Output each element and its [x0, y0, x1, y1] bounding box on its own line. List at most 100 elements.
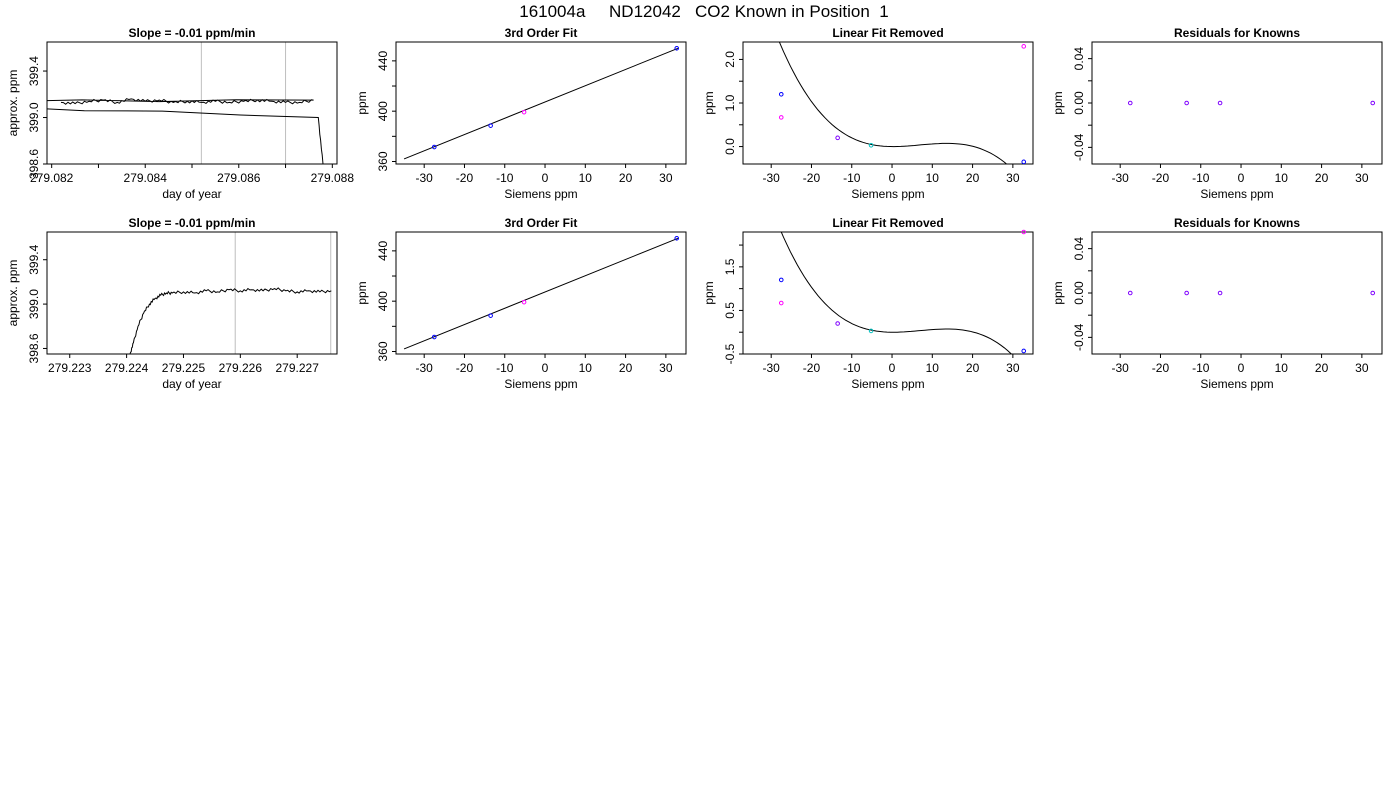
chart-panel-6: 3rd Order Fit -30 -20 -10 0 10 20 30 360 400 440 Si…	[355, 216, 687, 391]
data-point	[1021, 229, 1027, 235]
x-tick-label: 0	[1238, 171, 1245, 185]
data-point	[868, 142, 874, 148]
x-tick-label: -20	[803, 361, 821, 375]
figure-title: 161004a ND12042 CO2 Known in Position 1	[519, 2, 889, 21]
x-tick-label: 279.227	[276, 361, 320, 375]
data-point	[778, 115, 784, 120]
y-axis-label: ppm	[702, 91, 716, 114]
data-point	[1184, 100, 1189, 106]
x-tick-label: -10	[1192, 171, 1210, 185]
plot-area	[129, 287, 332, 354]
y-tick-label: 0.5	[723, 302, 737, 319]
x-axis-label: Siemens ppm	[1200, 187, 1273, 201]
y-tick-label: 398.6	[27, 333, 41, 363]
y-tick-label: 0.0	[723, 138, 737, 155]
data-point	[778, 277, 784, 283]
y-axis-label: ppm	[355, 281, 369, 304]
x-tick-label: 0	[889, 361, 896, 375]
x-tick-label: 279.088	[311, 171, 355, 185]
time-series-line	[47, 98, 324, 164]
y-tick-label: 399.4	[27, 56, 41, 86]
data-point	[674, 45, 680, 51]
data-point	[835, 135, 840, 141]
fit-line	[403, 47, 679, 160]
y-tick-label: 399.0	[27, 289, 41, 319]
x-tick-label: 30	[659, 361, 673, 375]
x-tick-label: -20	[1152, 171, 1170, 185]
panel-title: 3rd Order Fit	[505, 26, 578, 40]
y-tick-label: 2.0	[723, 51, 737, 68]
panel-title: Residuals for Knowns	[1174, 26, 1300, 40]
cubic-fit-curve	[780, 232, 1013, 354]
y-tick-label: 0.00	[1072, 281, 1086, 305]
data-point	[431, 334, 437, 340]
x-tick-label: 279.223	[48, 361, 92, 375]
x-tick-label: 30	[1355, 361, 1369, 375]
time-series-line	[129, 287, 332, 354]
x-tick-label: 10	[926, 171, 940, 185]
y-axis-label: approx. ppm	[6, 70, 20, 137]
y-tick-label: 399.4	[27, 244, 41, 274]
x-tick-label: 20	[619, 171, 633, 185]
x-tick-label: -30	[416, 361, 434, 375]
x-tick-label: -30	[416, 171, 434, 185]
data-point	[1370, 100, 1376, 106]
data-point	[1127, 290, 1133, 296]
x-tick-label: -20	[803, 171, 821, 185]
plot-frame	[395, 41, 687, 165]
x-tick-label: -10	[496, 171, 514, 185]
x-tick-label: 279.082	[30, 171, 74, 185]
data-point	[1021, 159, 1027, 165]
data-point	[521, 109, 527, 115]
chart-panel-7: Linear Fit Removed -30 -20 -10 0 10 20 30 -0.5 0.…	[702, 216, 1034, 391]
y-tick-label: 1.5	[723, 258, 737, 275]
data-point	[1217, 290, 1223, 296]
panel-title: Residuals for Knowns	[1174, 216, 1300, 230]
chart-panel-1: Slope = -0.01 ppm/min 279.082 279.084 279.0…	[6, 26, 355, 201]
y-tick-label: 360	[376, 341, 390, 361]
x-tick-label: 279.084	[124, 171, 168, 185]
data-point	[1217, 100, 1223, 106]
x-tick-label: -20	[1152, 361, 1170, 375]
plot-frame	[742, 231, 1034, 355]
chart-panel-8: Residuals for Knowns -30 -20 -10 0 10 20 30 -0.0…	[1051, 216, 1383, 391]
x-tick-label: 20	[966, 361, 980, 375]
plot-frame	[46, 231, 338, 355]
x-axis-label: Siemens ppm	[851, 187, 924, 201]
x-tick-label: -20	[456, 361, 474, 375]
y-tick-label: -0.04	[1072, 323, 1086, 351]
y-axis-label: ppm	[1051, 281, 1065, 304]
y-tick-label: 400	[376, 291, 390, 311]
x-tick-label: 279.226	[219, 361, 263, 375]
x-tick-label: -30	[1112, 171, 1130, 185]
x-tick-label: 0	[542, 361, 549, 375]
panel-title: Linear Fit Removed	[832, 216, 943, 230]
x-tick-label: -10	[496, 361, 514, 375]
x-axis-label: day of year	[162, 187, 221, 201]
plot-area	[778, 42, 1008, 164]
x-tick-label: 20	[619, 361, 633, 375]
x-tick-label: 10	[1275, 361, 1289, 375]
x-tick-label: -10	[843, 171, 861, 185]
data-point	[488, 313, 493, 318]
data-point	[1021, 44, 1027, 49]
data-point	[1370, 290, 1376, 296]
y-tick-label: -0.5	[723, 343, 737, 364]
x-tick-label: -30	[1112, 361, 1130, 375]
y-tick-label: 0.04	[1072, 237, 1086, 261]
chart-panel-3: Linear Fit Removed -30 -20 -10 0 10 20 30 0.0 1.0…	[702, 26, 1034, 201]
x-tick-label: 20	[1315, 361, 1329, 375]
x-tick-label: 20	[1315, 171, 1329, 185]
data-point	[1127, 100, 1133, 106]
y-axis-label: approx. ppm	[6, 260, 20, 327]
plot-frame	[1091, 231, 1383, 355]
cubic-fit-curve	[778, 42, 1008, 164]
data-point	[1021, 348, 1027, 354]
data-point	[488, 123, 493, 128]
chart-panel-2: 3rd Order Fit -30 -20 -10 0 10 20 30 360 400 440 Si…	[355, 26, 687, 201]
x-tick-label: 30	[1006, 361, 1020, 375]
x-tick-label: 30	[1355, 171, 1369, 185]
x-tick-label: -30	[763, 361, 781, 375]
data-point	[778, 300, 784, 306]
